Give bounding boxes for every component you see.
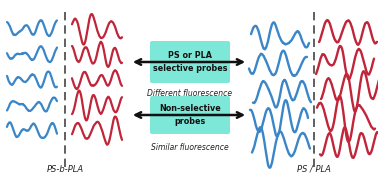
Text: PS-b-PLA: PS-b-PLA	[46, 165, 84, 174]
Text: PS / PLA: PS / PLA	[297, 165, 331, 174]
Text: PS or PLA
selective probes: PS or PLA selective probes	[153, 51, 227, 73]
Text: Similar fluorescence: Similar fluorescence	[151, 144, 229, 153]
Text: Non-selective
probes: Non-selective probes	[159, 104, 221, 126]
Text: Different fluorescence: Different fluorescence	[147, 90, 232, 98]
FancyBboxPatch shape	[150, 96, 230, 134]
FancyBboxPatch shape	[150, 41, 230, 83]
